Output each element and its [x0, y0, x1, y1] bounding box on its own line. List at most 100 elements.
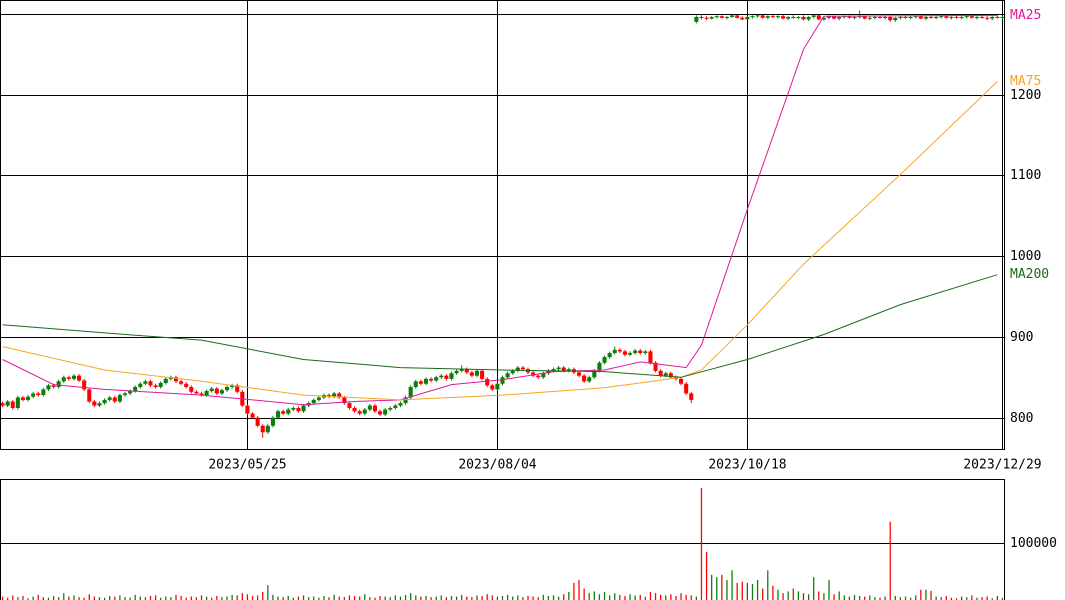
candle-body [668, 373, 673, 378]
candle-body [709, 16, 714, 19]
candle-body [877, 16, 883, 18]
candle-body [949, 16, 954, 18]
candle-body [434, 377, 439, 381]
candle-body [469, 372, 474, 376]
candle-body [398, 403, 403, 406]
candle-body [153, 385, 158, 387]
candle-body [515, 367, 520, 371]
price-panel-frame [0, 0, 1005, 450]
candle-body [551, 369, 556, 371]
candle-body [1000, 16, 1005, 18]
candle-body [842, 16, 847, 18]
candle-body [235, 385, 240, 392]
candle-body [403, 397, 408, 404]
candle-body [826, 16, 832, 18]
candle-body [531, 372, 536, 376]
candle-body [694, 16, 699, 22]
candle-body [607, 353, 612, 358]
candle-body [796, 16, 801, 18]
labels-layer: 2023/05/25 2023/08/04 2023/10/18 2023/12/29… [208, 8, 1057, 551]
candle-body [117, 395, 122, 402]
candle-body [816, 15, 821, 20]
candle-body [51, 385, 56, 387]
candle-body [576, 372, 582, 376]
candle-body [643, 351, 648, 354]
candle-body [959, 16, 964, 18]
candle-body [296, 407, 301, 412]
candle-body [750, 16, 755, 18]
candle-body [852, 16, 857, 18]
candle-body [163, 378, 168, 383]
candle-body [719, 16, 724, 18]
legend-label: MA200 [1010, 267, 1049, 282]
candle-body [92, 401, 97, 406]
candle-body [903, 16, 908, 18]
candle-body [653, 362, 658, 371]
candle-body [20, 397, 25, 400]
candle-body [939, 16, 944, 18]
candle-body [679, 378, 684, 384]
candle-body [219, 390, 224, 394]
candle-body [342, 397, 347, 404]
candle-body [474, 370, 480, 376]
candle-body [872, 16, 877, 18]
candle-body [954, 16, 959, 18]
candle-body [781, 16, 786, 19]
candle-body [898, 16, 903, 18]
candle-body [87, 389, 92, 402]
legend-label: MA25 [1010, 8, 1041, 23]
y-tick-label: 100000 [1010, 536, 1057, 551]
candle-body [923, 16, 928, 19]
candle-body [786, 16, 791, 19]
candle-body [224, 386, 230, 391]
candle-body [775, 16, 781, 18]
y-tick-label: 1000 [1010, 249, 1041, 264]
candle-body [638, 350, 643, 354]
x-tick-label: 2023/12/29 [963, 458, 1041, 473]
y-tick-label: 1200 [1010, 88, 1041, 103]
candle-body [204, 391, 209, 396]
candle-body [505, 373, 510, 378]
candle-body [862, 16, 867, 19]
candle-body [934, 16, 939, 18]
candle-body [423, 378, 429, 384]
candle-body [332, 393, 337, 397]
candle-body [990, 16, 995, 19]
candle-body [255, 417, 260, 426]
candle-body [622, 351, 627, 355]
candle-body [133, 386, 138, 392]
candle-body [260, 425, 265, 433]
candle-body [633, 350, 638, 354]
candle-body [536, 375, 541, 378]
y-tick-label: 1100 [1010, 168, 1041, 183]
candle-body [184, 383, 189, 387]
candle-body [173, 377, 179, 382]
candle-body [980, 16, 985, 18]
candle-body [627, 353, 633, 355]
candle-body [699, 16, 704, 18]
y-tick-label: 900 [1010, 330, 1033, 345]
moving-average-line [2, 81, 998, 401]
candle-body [832, 16, 837, 19]
candle-body [413, 381, 418, 387]
candle-body [194, 391, 199, 394]
candle-body [56, 381, 61, 387]
candle-body [0, 403, 5, 406]
candle-body [755, 15, 760, 17]
candle-body [485, 378, 490, 386]
legend-label: MA75 [1010, 74, 1041, 89]
candle-body [362, 409, 367, 414]
candle-body [275, 411, 281, 418]
candle-body [189, 386, 194, 392]
candle-body [367, 405, 372, 410]
candle-body [82, 380, 87, 390]
candle-body [821, 17, 826, 20]
candle-body [791, 16, 796, 18]
candle-body [740, 17, 745, 20]
candle-body [480, 370, 485, 379]
candle-body [566, 369, 571, 371]
candle-body [541, 373, 546, 378]
candle-body [122, 393, 128, 396]
candle-body [985, 17, 990, 19]
